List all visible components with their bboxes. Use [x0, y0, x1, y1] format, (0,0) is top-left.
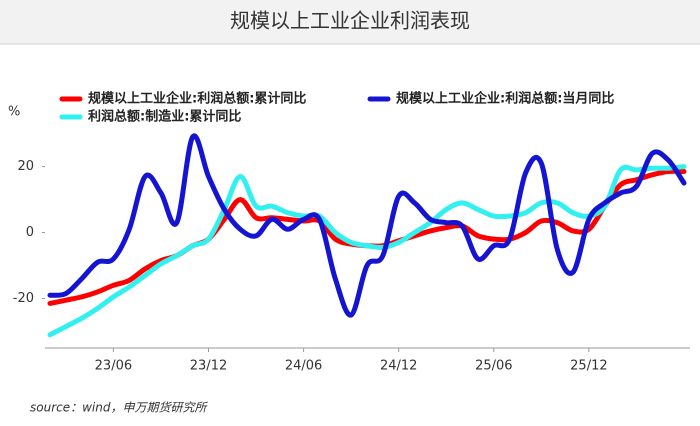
chart-title: 规模以上工业企业利润表现: [230, 9, 470, 33]
x-tick-label: 23/06: [95, 359, 132, 374]
series-line: [47, 133, 687, 318]
series-line: [47, 164, 687, 338]
legend-label: 规模以上工业企业:利润总额:当月同比: [396, 91, 614, 107]
legend-label: 规模以上工业企业:利润总额:累计同比: [88, 91, 306, 107]
y-axis-label: %: [8, 105, 20, 120]
header-band: [0, 0, 700, 44]
source-note: source：wind，申万期货研究所: [30, 401, 208, 415]
x-tick-label: 25/06: [475, 359, 512, 374]
y-tick-label: 20: [17, 159, 34, 174]
y-tick-label: -20: [13, 291, 34, 306]
x-tick-label: 25/12: [570, 359, 607, 374]
y-tick-label: 0: [26, 225, 34, 240]
x-tick-label: 23/12: [190, 359, 227, 374]
x-tick-label: 24/06: [285, 359, 322, 374]
x-tick-label: 24/12: [380, 359, 417, 374]
series-line: [47, 168, 687, 306]
legend-label: 利润总额:制造业:累计同比: [88, 109, 241, 125]
